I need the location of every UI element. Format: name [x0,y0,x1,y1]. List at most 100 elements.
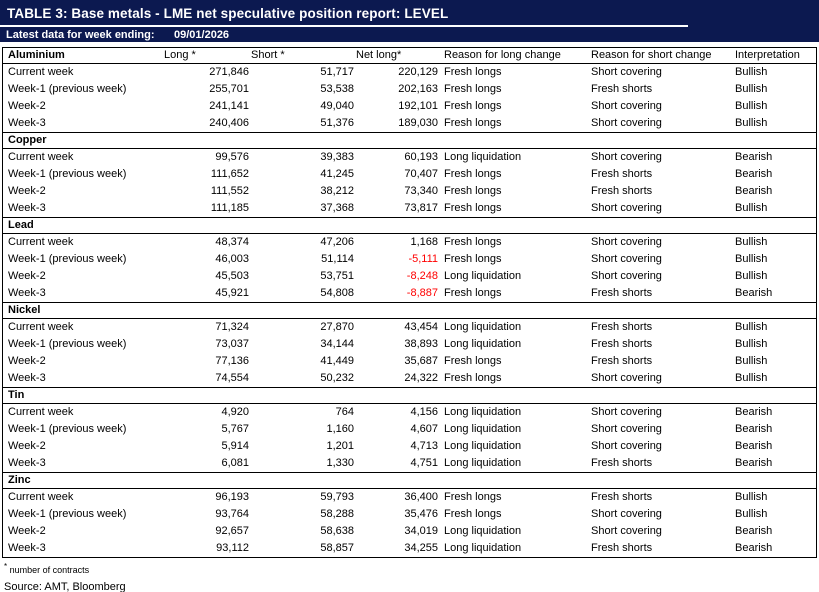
long-value: 111,185 [210,202,249,214]
reason-short-value: Short covering [591,270,662,282]
long-value: 99,576 [215,151,249,163]
net-long-value: -8,887 [406,287,438,299]
source-line: Source: AMT, Bloomberg [4,581,126,592]
long-value: 5,767 [221,423,249,435]
footnote: * number of contracts [4,562,819,575]
table-row: Week-1 (previous week) 93,764 58,288 35,… [3,506,816,523]
row-label: Week-2 [8,100,46,112]
long-value: 241,141 [209,100,249,112]
week-ending-bar: Latest data for week ending: 09/01/2026 [0,27,819,42]
reason-long-value: Long liquidation [444,440,522,452]
net-long-value: 220,129 [398,66,438,78]
interpretation-value: Bearish [735,440,773,452]
interpretation-value: Bullish [735,100,768,112]
reason-short-value: Fresh shorts [591,542,653,554]
net-long-value: 189,030 [398,117,438,129]
long-value: 5,914 [221,440,249,452]
reason-long-value: Long liquidation [444,338,522,350]
short-value: 49,040 [320,100,354,112]
net-long-value: -8,248 [406,270,438,282]
short-value: 59,793 [320,491,354,503]
reason-long-value: Fresh longs [444,372,502,384]
section-header-row: Tin [3,388,816,404]
metal-name: Copper [8,134,47,146]
net-long-value: 34,019 [404,525,438,537]
row-label: Week-1 (previous week) [8,253,127,265]
reason-short-value: Fresh shorts [591,321,653,333]
table-row: Week-3 111,185 37,368 73,817 Fresh longs… [3,200,816,217]
short-value: 37,368 [320,202,354,214]
interpretation-value: Bearish [735,168,773,180]
reason-long-value: Fresh longs [444,185,502,197]
long-value: 4,920 [221,406,249,418]
reason-long-value: Fresh longs [444,100,502,112]
row-label: Current week [8,66,74,78]
row-label: Week-3 [8,542,46,554]
reason-long-value: Long liquidation [444,151,522,163]
reason-long-value: Fresh longs [444,355,502,367]
row-label: Week-1 (previous week) [8,423,127,435]
week-ending-date: 09/01/2026 [174,28,230,41]
net-long-value: 35,687 [404,355,438,367]
section-header-row: Aluminium Long * Short * Net long* Reaso… [3,48,816,64]
interpretation-value: Bullish [735,117,768,129]
net-long-value: 192,101 [398,100,438,112]
metal-name: Lead [8,219,34,231]
interpretation-value: Bearish [735,542,773,554]
reason-long-value: Fresh longs [444,66,502,78]
table-row: Current week 4,920 764 4,156 Long liquid… [3,404,816,421]
metal-section: Aluminium Long * Short * Net long* Reaso… [2,47,817,133]
net-long-value: 60,193 [404,151,438,163]
net-long-value: 4,713 [410,440,438,452]
reason-long-value: Long liquidation [444,525,522,537]
interpretation-value: Bearish [735,525,773,537]
interpretation-value: Bearish [735,406,773,418]
table-row: Week-1 (previous week) 5,767 1,160 4,607… [3,421,816,438]
table-row: Week-3 6,081 1,330 4,751 Long liquidatio… [3,455,816,472]
net-long-value: 73,340 [404,185,438,197]
table-row: Current week 99,576 39,383 60,193 Long l… [3,149,816,166]
short-value: 38,212 [320,185,354,197]
short-value: 58,288 [320,508,354,520]
table-row: Week-1 (previous week) 255,701 53,538 20… [3,81,816,98]
short-value: 1,330 [326,457,354,469]
metal-name: Tin [8,389,25,401]
row-label: Week-2 [8,185,46,197]
reason-short-value: Short covering [591,151,662,163]
long-value: 240,406 [209,117,249,129]
net-long-value: 73,817 [404,202,438,214]
metals-table: Aluminium Long * Short * Net long* Reaso… [2,47,817,558]
reason-short-value: Short covering [591,406,662,418]
net-long-value: 4,156 [410,406,438,418]
col-header-short: Short * [251,49,285,61]
interpretation-value: Bearish [735,151,773,163]
section-header-row: Nickel [3,303,816,319]
short-value: 27,870 [320,321,354,333]
short-value: 51,376 [320,117,354,129]
section-rows: Current week 271,846 51,717 220,129 Fres… [3,64,816,132]
reason-short-value: Fresh shorts [591,491,653,503]
long-value: 271,846 [209,66,249,78]
long-value: 96,193 [215,491,249,503]
reason-short-value: Short covering [591,66,662,78]
net-long-value: 43,454 [404,321,438,333]
row-label: Week-2 [8,355,46,367]
interpretation-value: Bullish [735,372,768,384]
row-label: Week-1 (previous week) [8,83,127,95]
reason-short-value: Short covering [591,202,662,214]
short-value: 53,751 [320,270,354,282]
row-label: Week-3 [8,117,46,129]
metal-section: Nickel Current week 71,324 27,870 43,454… [2,302,817,388]
reason-short-value: Fresh shorts [591,287,653,299]
interpretation-value: Bearish [735,185,773,197]
reason-short-value: Short covering [591,100,662,112]
short-value: 1,201 [326,440,354,452]
long-value: 45,921 [215,287,249,299]
long-value: 74,554 [215,372,249,384]
reason-long-value: Fresh longs [444,508,502,520]
row-label: Week-3 [8,202,46,214]
title-bar: TABLE 3: Base metals - LME net speculati… [0,0,819,27]
reason-short-value: Fresh shorts [591,338,653,350]
short-value: 51,114 [321,253,354,265]
reason-short-value: Short covering [591,117,662,129]
